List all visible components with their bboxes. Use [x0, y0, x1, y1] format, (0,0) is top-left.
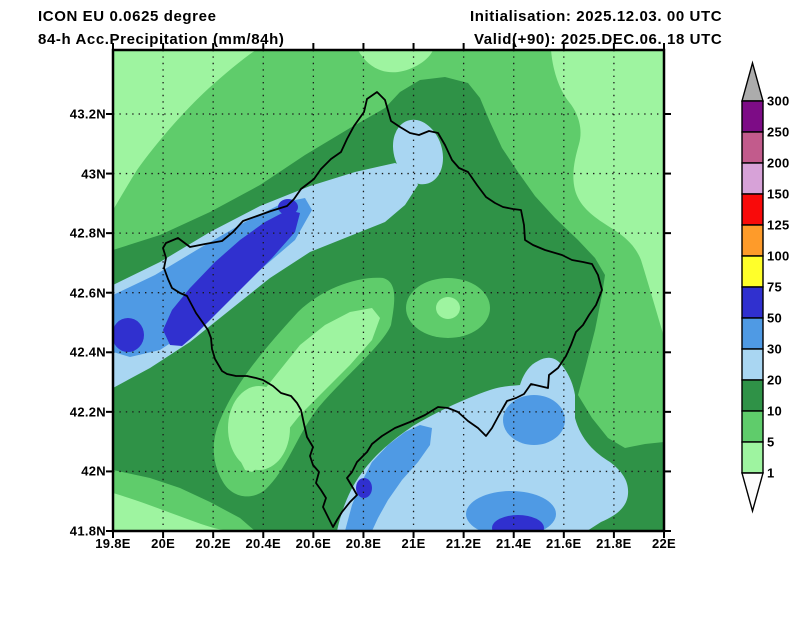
- colorbar-segment: [741, 131, 764, 164]
- contour-20-30mm-south-band: [337, 357, 629, 531]
- lon-tick-label: 21.4E: [495, 536, 532, 551]
- colorbar-tick-label: 125: [767, 217, 790, 233]
- lat-tick-label: 41.8N: [69, 523, 106, 539]
- country-border-outline: [162, 91, 603, 528]
- lat-tick-label: 43.2N: [69, 106, 106, 122]
- colorbar-tick-label: 30: [767, 341, 783, 357]
- colorbar-segment: [741, 441, 764, 474]
- colorbar-tick-label: 75: [767, 279, 783, 295]
- colorbar-tick-label: 1: [767, 465, 775, 481]
- colorbar-underflow-triangle: [741, 472, 764, 514]
- lon-tick-label: 21.2E: [445, 536, 482, 551]
- model-title: ICON EU 0.0625 degree: [38, 8, 217, 25]
- colorbar-tick-label: 300: [767, 93, 790, 109]
- contour-1-5mm-spot: [436, 297, 460, 319]
- precipitation-colorbar: [741, 60, 764, 514]
- lat-tick-label: 42N: [81, 463, 106, 479]
- colorbar-segment: [741, 410, 764, 443]
- lon-tick-label: 21.8E: [596, 536, 632, 551]
- lat-tick-label: 42.2N: [69, 404, 106, 420]
- contour-30-50mm-south-strip: [345, 425, 432, 531]
- colorbar-segment: [741, 348, 764, 381]
- contour-50-75mm-south-spot: [356, 478, 372, 498]
- colorbar-segment: [741, 100, 764, 133]
- lon-tick-label: 19.8E: [95, 536, 131, 551]
- lon-tick-label: 20.6E: [295, 536, 332, 551]
- lon-tick-label: 20.8E: [345, 536, 382, 551]
- precipitation-map: [106, 43, 671, 538]
- valid-line: Valid(+90): 2025.DEC.06. 18 UTC: [474, 31, 722, 48]
- colorbar-tick-label: 20: [767, 372, 783, 388]
- lon-tick-label: 20.4E: [245, 536, 282, 551]
- initialisation-label: Initialisation:: [470, 8, 572, 25]
- valid-value: 2025.DEC.06. 18 UTC: [560, 31, 723, 48]
- lon-tick-label: 22E: [651, 536, 676, 551]
- colorbar-segments: [741, 100, 764, 474]
- colorbar-segment: [741, 193, 764, 226]
- valid-label: Valid(+90):: [474, 31, 557, 48]
- contour-50-75mm-nw-core: [163, 210, 300, 346]
- colorbar-segment: [741, 286, 764, 319]
- lon-tick-label: 21E: [401, 536, 426, 551]
- lon-tick-label: 20E: [151, 536, 176, 551]
- lon-tick-label: 21.6E: [546, 536, 582, 551]
- precipitation-shading: [113, 50, 664, 531]
- map-frame: [111, 48, 666, 533]
- colorbar-segment: [741, 162, 764, 195]
- colorbar-tick-label: 10: [767, 403, 783, 419]
- colorbar-tick-label: 5: [767, 434, 775, 450]
- colorbar-segment: [741, 317, 764, 350]
- colorbar-tick-label: 100: [767, 248, 790, 264]
- lon-tick-label: 20.2E: [195, 536, 231, 551]
- contour-1-5mm-northeast: [551, 50, 664, 337]
- contour-1-5mm-basin-lobe: [228, 386, 290, 470]
- colorbar-tick-label: 50: [767, 310, 783, 326]
- colorbar-segment: [741, 255, 764, 288]
- lat-tick-label: 43N: [81, 166, 106, 182]
- colorbar-tick-label: 150: [767, 186, 790, 202]
- colorbar-overflow-triangle: [741, 60, 764, 102]
- contour-50-75mm-south-core: [492, 515, 544, 531]
- contour-50-75mm-border-spot: [278, 199, 298, 215]
- product-title: 84-h Acc.Precipitation (mm/84h): [38, 31, 285, 48]
- initialisation-value: 2025.12.03. 00 UTC: [576, 8, 723, 25]
- colorbar-tick-label: 250: [767, 124, 790, 140]
- colorbar-segment: [741, 379, 764, 412]
- lat-tick-label: 42.8N: [69, 225, 106, 241]
- contour-20-30mm-north-oval: [393, 119, 443, 185]
- contour-50-75mm-west-blob: [113, 318, 144, 352]
- lat-tick-label: 42.6N: [69, 285, 106, 301]
- contour-1-5mm-northwest: [113, 50, 256, 210]
- contour-1-5mm-southwest-corner: [113, 493, 229, 531]
- initialisation-line: Initialisation: 2025.12.03. 00 UTC: [470, 8, 722, 25]
- colorbar-segment: [741, 224, 764, 257]
- colorbar-tick-label: 200: [767, 155, 790, 171]
- lat-tick-label: 42.4N: [69, 344, 106, 360]
- contour-1-5mm-top-strip: [358, 50, 433, 73]
- contour-30-50mm-south-blob-east: [503, 395, 565, 445]
